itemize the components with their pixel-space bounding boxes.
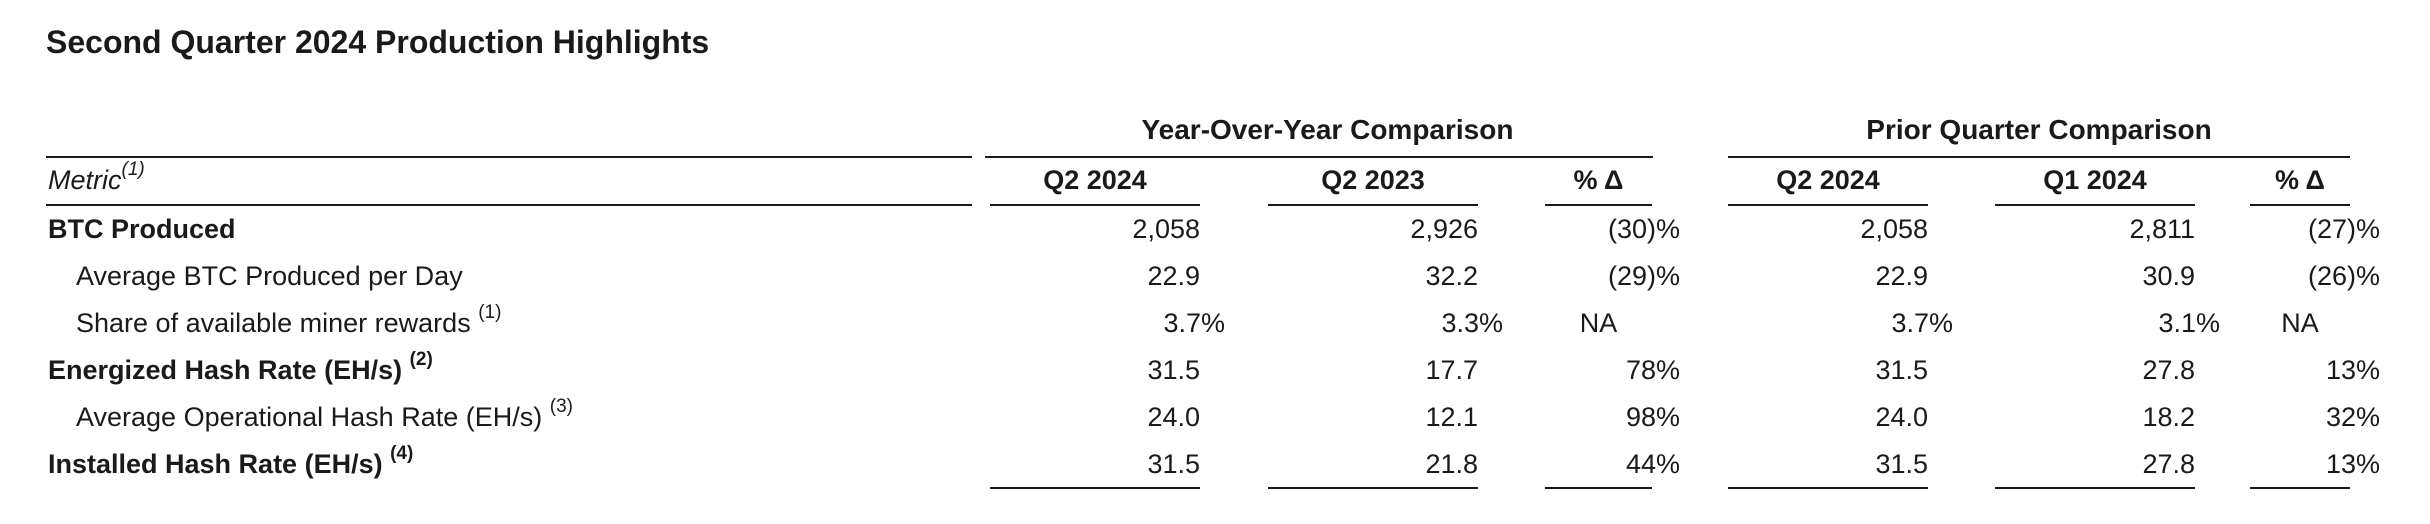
table-cell-c6: (27)% [2307,214,2380,244]
table-cell-c4: 22.9 [1875,261,1928,291]
table-cell-c4: 3.7% [1891,308,1953,338]
table-cell-c5: 30.9 [2142,261,2195,291]
header-c1: Q2 2024 [1043,165,1147,195]
table-row-label: Energized Hash Rate (EH/s) (2) [48,350,433,387]
table-cell-c5: 2,811 [2129,214,2195,244]
header-metric: Metric(1) [48,160,145,197]
header-top-rule-yoy [985,156,1653,158]
header-bottom-rule-c4 [1728,204,1928,206]
row-footnote: (1) [478,302,502,323]
row-label-text: Energized Hash Rate (EH/s) [48,355,403,385]
table-bottom-rule-c4 [1728,487,1928,489]
header-metric-footnote: (1) [121,159,145,180]
table-cell-c1: 31.5 [1147,449,1200,479]
header-c3: % Δ [1573,165,1624,195]
table-cell-c3: (29)% [1607,261,1680,291]
table-cell-c1: 31.5 [1147,355,1200,385]
table-cell-c1: 2,058 [1132,214,1200,244]
header-bottom-rule-c3 [1545,204,1652,206]
table-row-label: Installed Hash Rate (EH/s) (4) [48,444,413,481]
table-row-label: BTC Produced [48,212,236,246]
table-cell-c5: 18.2 [2142,402,2195,432]
table-row-label: Average BTC Produced per Day [76,259,463,293]
table-cell-c1: 24.0 [1147,402,1200,432]
header-top-rule-metric [46,156,972,158]
table-cell-c3: NA [1579,308,1618,338]
table-cell-c2: 2,926 [1410,214,1478,244]
table-cell-c4: 2,058 [1860,214,1928,244]
table-cell-c3: 44% [1625,449,1680,479]
table-cell-c2: 12.1 [1425,402,1478,432]
table-cell-c1: 22.9 [1147,261,1200,291]
row-label-text: Average BTC Produced per Day [76,261,463,291]
table-bottom-rule-c2 [1268,487,1478,489]
table-cell-c3: 78% [1625,355,1680,385]
row-label-text: Average Operational Hash Rate (EH/s) [76,402,543,432]
row-label-text: BTC Produced [48,214,236,244]
table-cell-c3: 98% [1625,402,1680,432]
table-cell-c2: 17.7 [1425,355,1478,385]
header-bottom-rule-c5 [1995,204,2195,206]
table-cell-c1: 3.7% [1163,308,1225,338]
group-title-qoq: Prior Quarter Comparison [1866,114,2212,145]
header-bottom-rule-c2 [1268,204,1478,206]
table-cell-c2: 32.2 [1425,261,1478,291]
table-cell-c2: 3.3% [1441,308,1503,338]
table-row-label: Share of available miner rewards (1) [76,303,501,340]
table-cell-c5: 27.8 [2142,449,2195,479]
row-footnote: (3) [549,396,573,417]
table-cell-c2: 21.8 [1425,449,1478,479]
table-cell-c6: NA [2281,308,2319,338]
table-cell-c6: 13% [2325,449,2380,479]
table-cell-c6: 32% [2325,402,2380,432]
header-c5: Q1 2024 [2043,165,2147,195]
table-cell-c3: (30)% [1607,214,1680,244]
table-row-label: Average Operational Hash Rate (EH/s) (3) [76,397,573,434]
header-bottom-rule-c6 [2250,204,2350,206]
table-cell-c5: 3.1% [2158,308,2220,338]
table-bottom-rule-c3 [1545,487,1652,489]
table-cell-c4: 31.5 [1875,355,1928,385]
row-footnote: (4) [390,443,414,464]
table-bottom-rule-c6 [2250,487,2350,489]
table-cell-c4: 31.5 [1875,449,1928,479]
header-metric-label: Metric [48,165,122,195]
table-bottom-rule-c5 [1995,487,2195,489]
header-top-rule-qoq [1728,156,2350,158]
header-c2: Q2 2023 [1321,165,1425,195]
header-bottom-rule-metric [46,204,972,206]
row-label-text: Share of available miner rewards [76,308,471,338]
header-c6: % Δ [2275,165,2325,195]
group-title-yoy: Year-Over-Year Comparison [1141,114,1514,145]
row-footnote: (2) [409,349,433,370]
page-title: Second Quarter 2024 Production Highlight… [46,24,710,60]
header-c4: Q2 2024 [1776,165,1880,195]
header-bottom-rule-c1 [990,204,1200,206]
table-cell-c4: 24.0 [1875,402,1928,432]
table-bottom-rule-c1 [990,487,1200,489]
table-cell-c6: (26)% [2307,261,2380,291]
row-label-text: Installed Hash Rate (EH/s) [48,449,383,479]
table-cell-c6: 13% [2325,355,2380,385]
table-cell-c5: 27.8 [2142,355,2195,385]
